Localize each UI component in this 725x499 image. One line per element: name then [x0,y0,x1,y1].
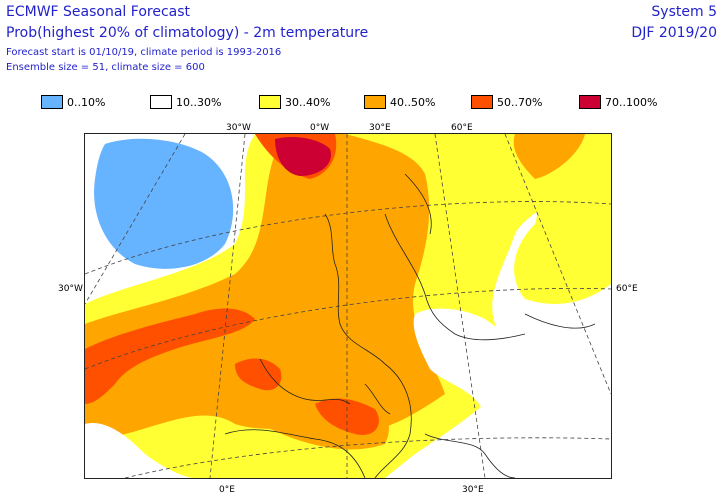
lat-label-left: 30°W [58,284,83,294]
forecast-info: Forecast start is 01/10/19, climate peri… [6,47,282,58]
legend-swatch-10-30 [150,95,172,109]
lon-label-bottom: 30°E [462,485,484,495]
graticule [85,134,611,478]
lon-label-top: 30°W [226,123,251,133]
coastlines [224,173,596,478]
legend-item: 50..70% [471,94,542,110]
season-label: DJF 2019/20 [631,25,717,41]
chart-subtitle: Prob(highest 20% of climatology) - 2m te… [6,25,369,41]
lon-label-top: 0°W [310,123,330,133]
region-50-70 [85,308,255,404]
lon-label-bottom: 0°E [219,485,235,495]
ensemble-info: Ensemble size = 51, climate size = 600 [6,62,205,73]
region-10-30 [413,308,611,478]
legend-item: 70..100% [579,94,657,110]
region-40-50 [513,134,585,179]
legend-label: 70..100% [605,95,658,109]
legend-label: 10..30% [176,95,222,109]
region-10-30 [85,423,195,478]
legend: 0..10% 10..30% 30..40% 40..50% 50..70% 7… [0,94,725,114]
legend-item: 0..10% [41,94,105,110]
legend-swatch-0-10 [41,95,63,109]
lon-label-top: 60°E [451,123,473,133]
legend-item: 10..30% [150,94,221,110]
legend-label: 50..70% [497,95,543,109]
lat-label-right: 60°E [616,284,638,294]
legend-label: 40..50% [390,95,436,109]
region-70-100 [275,137,331,176]
forecast-map [84,133,612,479]
legend-item: 30..40% [259,94,330,110]
map-svg [85,134,611,478]
legend-swatch-40-50 [364,95,386,109]
system-label: System 5 [651,4,717,20]
region-0-10 [94,138,234,269]
region-50-70 [235,358,282,391]
legend-swatch-30-40 [259,95,281,109]
region-40-50 [85,134,445,444]
legend-swatch-70-100 [579,95,601,109]
legend-swatch-50-70 [471,95,493,109]
legend-item: 40..50% [364,94,435,110]
legend-label: 0..10% [67,95,106,109]
legend-label: 30..40% [285,95,331,109]
lon-label-top: 30°E [369,123,391,133]
chart-title: ECMWF Seasonal Forecast [6,4,191,20]
